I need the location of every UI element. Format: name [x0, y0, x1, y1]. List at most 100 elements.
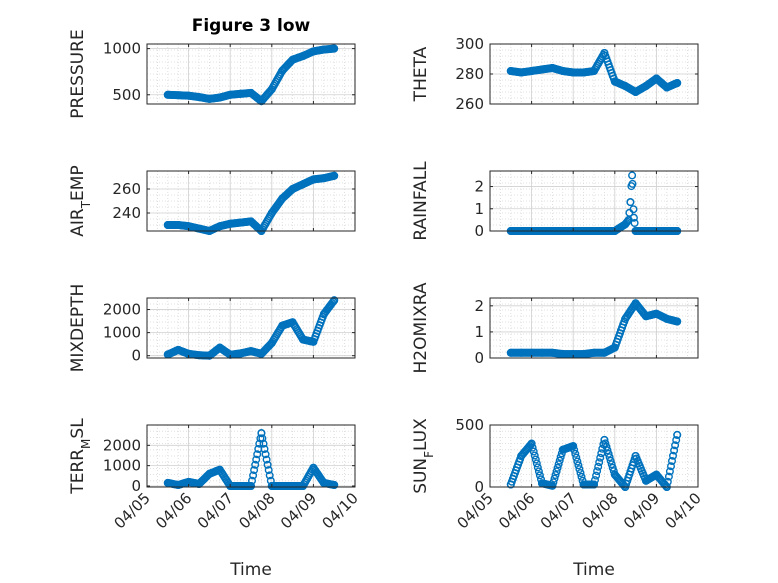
data-point — [671, 441, 680, 450]
y-tick-label: 1000 — [103, 324, 141, 342]
data-point — [538, 65, 547, 74]
data-point — [548, 348, 557, 357]
data-point — [263, 460, 272, 469]
y-tick-label: 0 — [131, 347, 141, 365]
data-point — [664, 472, 673, 481]
data-point — [551, 471, 560, 480]
data-point — [299, 52, 308, 61]
data-point — [226, 482, 235, 491]
data-point — [534, 467, 543, 476]
data-point — [205, 351, 214, 360]
data-point — [548, 481, 557, 490]
data-point — [577, 472, 586, 481]
data-point — [663, 477, 672, 486]
y-tick-label: 260 — [112, 180, 141, 198]
data-point — [527, 439, 536, 448]
data-point — [517, 452, 526, 461]
data-point — [236, 482, 245, 491]
y-axis-label: H2OMIXRA — [411, 282, 431, 373]
data-point — [610, 77, 619, 86]
y-tick-label: 1 — [474, 323, 484, 341]
data-point — [288, 482, 297, 491]
data-point — [604, 449, 613, 458]
data-point — [673, 430, 682, 439]
y-tick-label: 2 — [474, 178, 484, 196]
y-tick-label: 300 — [455, 35, 484, 53]
data-point — [533, 463, 542, 472]
data-point — [662, 314, 671, 323]
axes-frame — [489, 297, 699, 359]
data-point — [278, 321, 287, 330]
data-point — [570, 445, 579, 454]
data-point — [631, 299, 640, 308]
data-point — [652, 309, 661, 318]
data-point — [629, 205, 638, 214]
data-point — [529, 447, 538, 456]
x-axis-label-right: Time — [572, 560, 615, 580]
axes-frame — [146, 297, 356, 359]
data-point — [631, 452, 640, 461]
data-point — [628, 179, 637, 188]
y-tick-label: 0 — [131, 477, 141, 495]
data-point — [174, 220, 183, 229]
y-tick-label: 1000 — [103, 40, 141, 58]
y-tick-label: 240 — [112, 204, 141, 222]
data-point — [215, 465, 224, 474]
data-point — [236, 349, 245, 358]
subplot-theta: 260 280 300 THETA — [411, 35, 699, 113]
data-point — [506, 480, 515, 489]
data-point — [530, 451, 539, 460]
y-tick-label: 0 — [474, 478, 484, 496]
x-tick-label: 04/09 — [277, 489, 320, 532]
x-tick-label: 04/06 — [152, 489, 195, 532]
axes-frame — [489, 424, 699, 488]
data-point — [278, 194, 287, 203]
data-point — [163, 220, 172, 229]
data-point — [572, 453, 581, 462]
x-tick-label: 04/07 — [194, 489, 237, 532]
data-point — [600, 435, 609, 444]
data-point — [601, 439, 610, 448]
data-markers — [163, 296, 339, 360]
data-point — [174, 91, 183, 100]
data-point — [194, 351, 203, 360]
data-point — [662, 83, 671, 92]
data-point — [558, 66, 567, 75]
data-point — [610, 470, 619, 479]
data-point — [665, 467, 674, 476]
data-point — [299, 180, 308, 189]
data-point — [594, 462, 603, 471]
data-point — [569, 442, 578, 451]
y-tick-label: 0 — [474, 222, 484, 240]
y-axis-label: RAINFALL — [411, 161, 431, 241]
subplot-h2omixra: 0 1 2 H2OMIXRA — [411, 282, 699, 374]
data-point — [621, 81, 630, 90]
data-point — [629, 213, 638, 222]
data-point — [251, 460, 260, 469]
y-tick-label: 2000 — [103, 301, 141, 319]
data-point — [596, 453, 605, 462]
data-point — [184, 91, 193, 100]
data-point — [257, 349, 266, 358]
data-point — [267, 482, 276, 491]
data-point — [246, 217, 255, 226]
data-point — [608, 463, 617, 472]
data-point — [573, 457, 582, 466]
data-markers — [163, 429, 339, 491]
data-point — [527, 66, 536, 75]
data-point — [226, 90, 235, 99]
data-point — [549, 478, 558, 487]
data-point — [626, 198, 635, 207]
y-axis-label: SUNFLUX — [411, 418, 436, 494]
subplot-mixdepth: 0 1000 2000 MIXDEPTH — [68, 284, 356, 372]
data-point — [267, 339, 276, 348]
data-point — [517, 68, 526, 77]
data-point — [174, 481, 183, 490]
data-point — [672, 436, 681, 445]
figure-title: Figure 3 low — [192, 16, 311, 36]
data-markers — [506, 49, 682, 96]
subplot-rainfall: 0 1 2 RAINFALL — [411, 161, 699, 241]
data-point — [670, 446, 679, 455]
subplot-pressure: 500 1000 PRESSURE — [68, 29, 356, 119]
